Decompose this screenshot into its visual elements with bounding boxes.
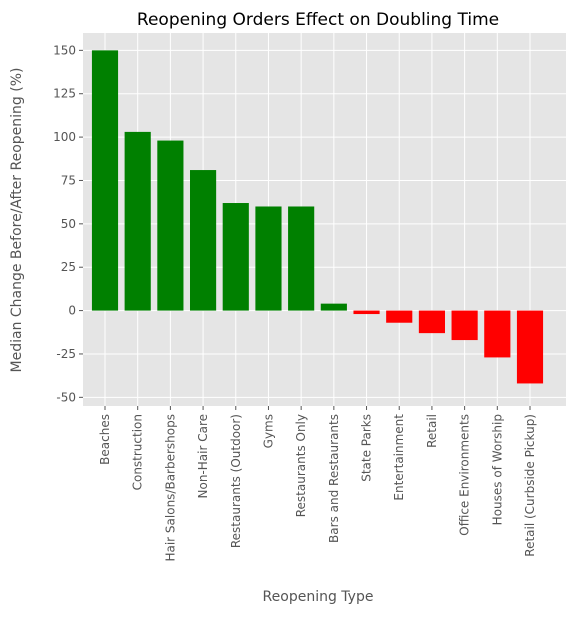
x-tick-label: Office Environments xyxy=(458,414,472,536)
y-tick-label: 75 xyxy=(61,173,76,187)
bar-restaurants-only xyxy=(288,206,315,311)
y-axis-ticks: -50 -25 0 25 50 75 100 125 150 xyxy=(53,43,83,404)
bar-non-hair-care xyxy=(190,170,217,311)
x-tick-label: Gyms xyxy=(261,414,275,448)
x-tick-label: Retail (Curbside Pickup) xyxy=(523,414,537,557)
x-tick-label: Retail xyxy=(425,414,439,448)
bar-bars-and-restaurants xyxy=(320,303,347,311)
y-tick-label: 25 xyxy=(61,260,76,274)
y-tick-label: -25 xyxy=(56,347,76,361)
bar-beaches xyxy=(91,50,119,311)
y-tick-label: 150 xyxy=(53,43,76,57)
y-tick-label: 100 xyxy=(53,130,76,144)
y-tick-label: 50 xyxy=(61,217,76,231)
x-tick-label: Hair Salons/Barbershops xyxy=(163,414,177,562)
bar-gyms xyxy=(255,206,282,311)
x-axis-label: Reopening Type xyxy=(263,589,374,605)
y-tick-label: 0 xyxy=(68,304,76,318)
x-tick-label: Entertainment xyxy=(392,414,406,501)
x-tick-label: Non-Hair Care xyxy=(196,414,210,499)
x-tick-label: Bars and Restaurants xyxy=(327,414,341,543)
bar-hair-salons-barbershops xyxy=(157,140,184,311)
bar-entertainment xyxy=(386,310,413,323)
bar-office-environments xyxy=(451,310,478,341)
bar-state-parks xyxy=(353,310,380,315)
x-axis-ticks: Beaches Construction Hair Salons/Barbersho… xyxy=(98,406,537,562)
y-tick-label: 125 xyxy=(53,87,76,101)
bar-construction xyxy=(124,131,151,311)
bar-houses-of-worship xyxy=(484,310,511,358)
chart-title: Reopening Orders Effect on Doubling Time xyxy=(137,10,499,30)
y-tick-label: -50 xyxy=(56,390,76,404)
bars xyxy=(91,50,544,384)
x-tick-label: State Parks xyxy=(360,414,374,482)
x-tick-label: Restaurants Only xyxy=(294,414,308,517)
x-tick-label: Houses of Worship xyxy=(490,414,504,525)
bar-retail xyxy=(418,310,445,334)
x-tick-label: Restaurants (Outdoor) xyxy=(229,414,243,548)
bar-retail-curbside-pickup xyxy=(516,310,544,384)
y-axis-label: Median Change Before/After Reopening (%) xyxy=(9,68,25,373)
x-tick-label: Beaches xyxy=(98,414,112,465)
x-tick-label: Construction xyxy=(131,414,145,490)
bar-restaurants-outdoor xyxy=(222,203,249,311)
